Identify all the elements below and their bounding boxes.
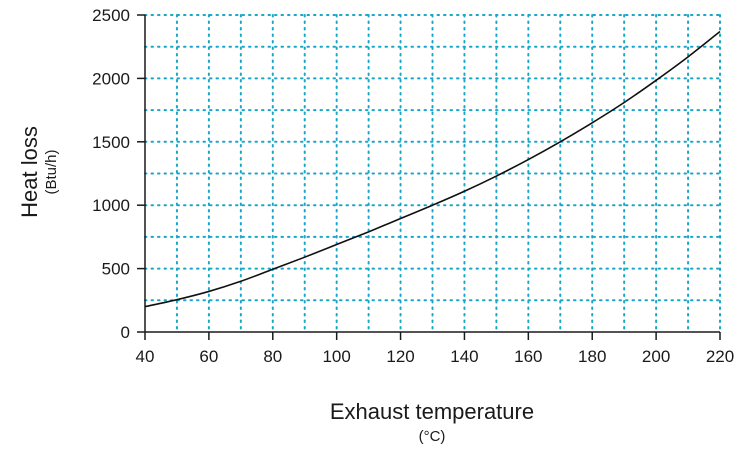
x-tick-label: 160 xyxy=(514,347,542,366)
y-tick-label: 1500 xyxy=(92,133,130,152)
axes xyxy=(144,15,720,333)
y-tick-label: 1000 xyxy=(92,196,130,215)
series-line xyxy=(144,30,721,308)
x-axis-title: Exhaust temperature xyxy=(330,399,534,424)
x-tick-label: 60 xyxy=(199,347,218,366)
x-tick-label: 200 xyxy=(642,347,670,366)
y-axis-unit-group: (Btu/h) xyxy=(43,149,60,194)
x-tick-label: 120 xyxy=(386,347,414,366)
x-tick-label: 180 xyxy=(578,347,606,366)
x-tick-label: 100 xyxy=(322,347,350,366)
y-axis-title-group: Heat loss xyxy=(17,126,42,218)
x-axis-unit: (°C) xyxy=(419,428,446,445)
y-axis-title: Heat loss xyxy=(17,126,42,218)
series xyxy=(144,30,721,308)
y-tick-label: 2000 xyxy=(92,69,130,88)
y-tick-label: 2500 xyxy=(92,6,130,25)
y-tick-label: 500 xyxy=(102,260,130,279)
x-tick-label: 140 xyxy=(450,347,478,366)
y-tick-label: 0 xyxy=(121,323,130,342)
x-tick-label: 220 xyxy=(706,347,734,366)
y-axis-unit: (Btu/h) xyxy=(43,149,60,194)
ticks: 40 60 80 100 120 140 160 180 200 220 0 500 1000 1500 2… xyxy=(92,6,734,366)
x-tick-label: 40 xyxy=(136,347,155,366)
x-tick-label: 80 xyxy=(263,347,282,366)
